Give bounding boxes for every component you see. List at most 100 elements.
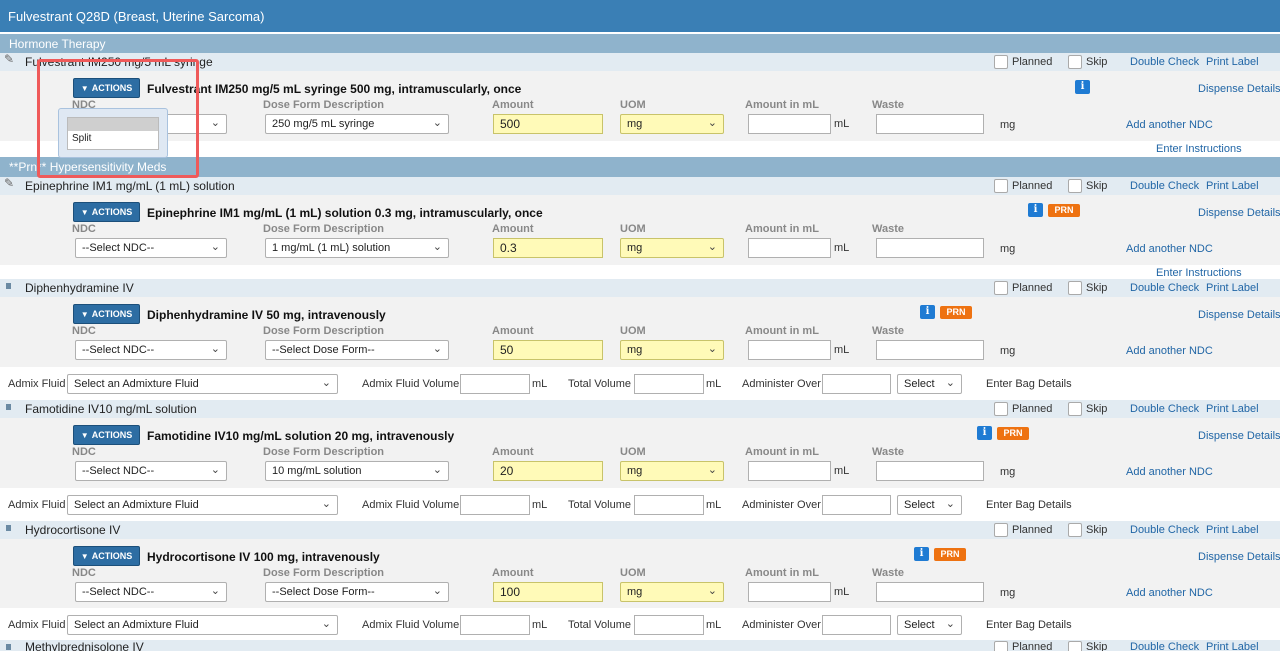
planned-checkbox[interactable] [994, 641, 1008, 651]
dispense-details-link[interactable]: Dispense Details [1198, 551, 1280, 563]
info-icon[interactable]: i [977, 426, 992, 440]
administer-over-input[interactable] [822, 615, 891, 635]
planned-checkbox[interactable] [994, 55, 1008, 69]
amount-ml-input[interactable] [748, 461, 831, 481]
dose-form-select[interactable]: --Select Dose Form-- ⌄ [265, 582, 449, 602]
admix-fluid-select[interactable]: Select an Admixture Fluid ⌄ [67, 615, 338, 635]
print-label-link[interactable]: Print Label [1206, 403, 1259, 415]
amount-input[interactable]: 500 [493, 114, 603, 134]
amount-input[interactable]: 20 [493, 461, 603, 481]
double-check-link[interactable]: Double Check [1130, 641, 1200, 651]
print-label-link[interactable]: Print Label [1206, 180, 1259, 192]
double-check-link[interactable]: Double Check [1130, 56, 1200, 68]
administer-over-unit-select[interactable]: Select ⌄ [897, 374, 962, 394]
enter-bag-details-link[interactable]: Enter Bag Details [986, 378, 1072, 390]
uom-select[interactable]: mg ⌄ [620, 238, 724, 258]
waste-input[interactable] [876, 238, 984, 258]
actions-button[interactable]: ▼ ACTIONS [73, 78, 140, 98]
drag-handle-icon[interactable] [6, 525, 11, 531]
dose-form-select[interactable]: 1 mg/mL (1 mL) solution ⌄ [265, 238, 449, 258]
dropdown-option-blank[interactable] [68, 118, 158, 131]
actions-button[interactable]: ▼ ACTIONS [73, 425, 140, 445]
waste-input[interactable] [876, 114, 984, 134]
double-check-link[interactable]: Double Check [1130, 524, 1200, 536]
administer-over-unit-select[interactable]: Select ⌄ [897, 615, 962, 635]
uom-select[interactable]: mg ⌄ [620, 114, 724, 134]
amount-ml-input[interactable] [748, 238, 831, 258]
amount-ml-input[interactable] [748, 340, 831, 360]
amount-input[interactable]: 0.3 [493, 238, 603, 258]
planned-checkbox[interactable] [994, 179, 1008, 193]
dose-form-select[interactable]: 10 mg/mL solution ⌄ [265, 461, 449, 481]
waste-input[interactable] [876, 461, 984, 481]
admix-fluid-select[interactable]: Select an Admixture Fluid ⌄ [67, 374, 338, 394]
pencil-icon[interactable]: ✎ [4, 52, 15, 66]
ndc-select[interactable]: --Select NDC-- ⌄ [75, 582, 227, 602]
print-label-link[interactable]: Print Label [1206, 56, 1259, 68]
total-volume-input[interactable] [634, 495, 704, 515]
waste-input[interactable] [876, 340, 984, 360]
amount-input[interactable]: 100 [493, 582, 603, 602]
add-another-ndc-link[interactable]: Add another NDC [1126, 243, 1213, 255]
total-volume-input[interactable] [634, 374, 704, 394]
skip-checkbox[interactable] [1068, 641, 1082, 651]
actions-button[interactable]: ▼ ACTIONS [73, 202, 140, 222]
skip-checkbox[interactable] [1068, 179, 1082, 193]
ndc-select[interactable]: --Select NDC-- ⌄ [75, 461, 227, 481]
print-label-link[interactable]: Print Label [1206, 282, 1259, 294]
ndc-select[interactable]: --Select NDC-- ⌄ [75, 340, 227, 360]
double-check-link[interactable]: Double Check [1130, 403, 1200, 415]
actions-button[interactable]: ▼ ACTIONS [73, 546, 140, 566]
add-another-ndc-link[interactable]: Add another NDC [1126, 345, 1213, 357]
skip-checkbox[interactable] [1068, 281, 1082, 295]
ndc-select[interactable]: --Select NDC-- ⌄ [75, 238, 227, 258]
print-label-link[interactable]: Print Label [1206, 524, 1259, 536]
dispense-details-link[interactable]: Dispense Details [1198, 207, 1280, 219]
drag-handle-icon[interactable] [6, 404, 11, 410]
amount-ml-input[interactable] [748, 582, 831, 602]
info-icon[interactable]: i [920, 305, 935, 319]
admix-fluid-volume-input[interactable] [460, 374, 530, 394]
administer-over-unit-select[interactable]: Select ⌄ [897, 495, 962, 515]
skip-checkbox[interactable] [1068, 523, 1082, 537]
drag-handle-icon[interactable] [6, 644, 11, 650]
info-icon[interactable]: i [1075, 80, 1090, 94]
pencil-icon[interactable]: ✎ [4, 176, 15, 190]
dispense-details-link[interactable]: Dispense Details [1198, 83, 1280, 95]
planned-checkbox[interactable] [994, 402, 1008, 416]
info-icon[interactable]: i [1028, 203, 1043, 217]
skip-checkbox[interactable] [1068, 402, 1082, 416]
skip-checkbox[interactable] [1068, 55, 1082, 69]
dropdown-option-split[interactable]: Split [72, 133, 92, 144]
administer-over-input[interactable] [822, 495, 891, 515]
admix-fluid-volume-input[interactable] [460, 615, 530, 635]
dispense-details-link[interactable]: Dispense Details [1198, 309, 1280, 321]
dose-form-select[interactable]: 250 mg/5 mL syringe ⌄ [265, 114, 449, 134]
enter-instructions-link[interactable]: Enter Instructions [1156, 267, 1242, 279]
info-icon[interactable]: i [914, 547, 929, 561]
add-another-ndc-link[interactable]: Add another NDC [1126, 119, 1213, 131]
uom-select[interactable]: mg ⌄ [620, 340, 724, 360]
add-another-ndc-link[interactable]: Add another NDC [1126, 587, 1213, 599]
planned-checkbox[interactable] [994, 523, 1008, 537]
uom-select[interactable]: mg ⌄ [620, 582, 724, 602]
administer-over-input[interactable] [822, 374, 891, 394]
enter-instructions-link[interactable]: Enter Instructions [1156, 143, 1242, 155]
enter-bag-details-link[interactable]: Enter Bag Details [986, 619, 1072, 631]
drag-handle-icon[interactable] [6, 283, 11, 289]
amount-ml-input[interactable] [748, 114, 831, 134]
print-label-link[interactable]: Print Label [1206, 641, 1259, 651]
enter-bag-details-link[interactable]: Enter Bag Details [986, 499, 1072, 511]
double-check-link[interactable]: Double Check [1130, 180, 1200, 192]
admix-fluid-select[interactable]: Select an Admixture Fluid ⌄ [67, 495, 338, 515]
double-check-link[interactable]: Double Check [1130, 282, 1200, 294]
admix-fluid-volume-input[interactable] [460, 495, 530, 515]
amount-input[interactable]: 50 [493, 340, 603, 360]
planned-checkbox[interactable] [994, 281, 1008, 295]
uom-select[interactable]: mg ⌄ [620, 461, 724, 481]
actions-button[interactable]: ▼ ACTIONS [73, 304, 140, 324]
total-volume-input[interactable] [634, 615, 704, 635]
waste-input[interactable] [876, 582, 984, 602]
add-another-ndc-link[interactable]: Add another NDC [1126, 466, 1213, 478]
dose-form-select[interactable]: --Select Dose Form-- ⌄ [265, 340, 449, 360]
